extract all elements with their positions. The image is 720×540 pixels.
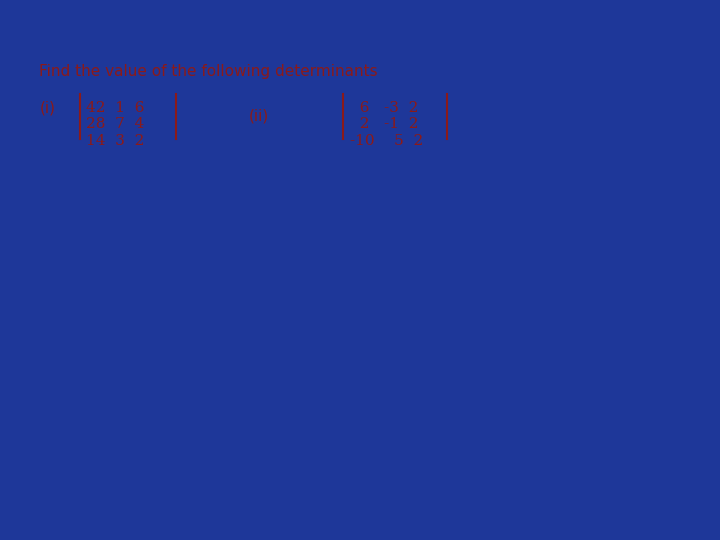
Text: Find the value of the following determinants: Find the value of the following determin… xyxy=(40,64,378,79)
Text: 1: 1 xyxy=(384,259,391,269)
Text: 6×7  1  6: 6×7 1 6 xyxy=(206,187,277,201)
Text: 4×7  7  4: 4×7 7 4 xyxy=(206,204,277,218)
Text: Matrices & Determinants: Matrices & Determinants xyxy=(458,490,685,505)
Text: 28  7  4: 28 7 4 xyxy=(86,204,144,218)
Text: 28  7  4: 28 7 4 xyxy=(86,118,144,131)
FancyBboxPatch shape xyxy=(433,475,711,533)
Text: [Taking out 7 common  from C: [Taking out 7 common from C xyxy=(179,255,401,271)
Text: 1: 1 xyxy=(188,306,195,316)
Text: (i): (i) xyxy=(40,101,55,116)
Text: 2   -1  2: 2 -1 2 xyxy=(350,118,418,131)
Text: =: = xyxy=(185,200,199,218)
Text: and C: and C xyxy=(194,302,248,318)
Text: (ii): (ii) xyxy=(249,108,269,123)
Text: 2×7  3  2: 2×7 3 2 xyxy=(206,219,277,233)
Text: 3: 3 xyxy=(240,306,248,316)
Text: = 0: = 0 xyxy=(46,322,73,336)
Text: 42  1  6: 42 1 6 xyxy=(86,101,144,115)
Text: [Q C: [Q C xyxy=(141,302,175,318)
Text: are identical]: are identical] xyxy=(246,302,357,318)
Text: = 7 × 0: = 7 × 0 xyxy=(46,302,106,316)
Text: 4  7  4: 4 7 4 xyxy=(95,259,143,273)
Text: -10    5  2: -10 5 2 xyxy=(350,133,423,147)
Text: 14  3  2: 14 3 2 xyxy=(86,219,144,233)
Text: = 7: = 7 xyxy=(40,242,66,256)
Text: ]: ] xyxy=(391,255,397,271)
Text: 6  1  6: 6 1 6 xyxy=(95,242,143,256)
Text: (i): (i) xyxy=(40,190,55,204)
Text: Solution :: Solution : xyxy=(40,156,130,173)
Text: 6   -3  2: 6 -3 2 xyxy=(350,101,418,115)
Text: Example-1: Example-1 xyxy=(40,28,187,52)
Text: 2  3  2: 2 3 2 xyxy=(95,275,143,289)
Text: 14  3  2: 14 3 2 xyxy=(86,133,144,147)
Text: 42  1  6: 42 1 6 xyxy=(86,187,144,201)
